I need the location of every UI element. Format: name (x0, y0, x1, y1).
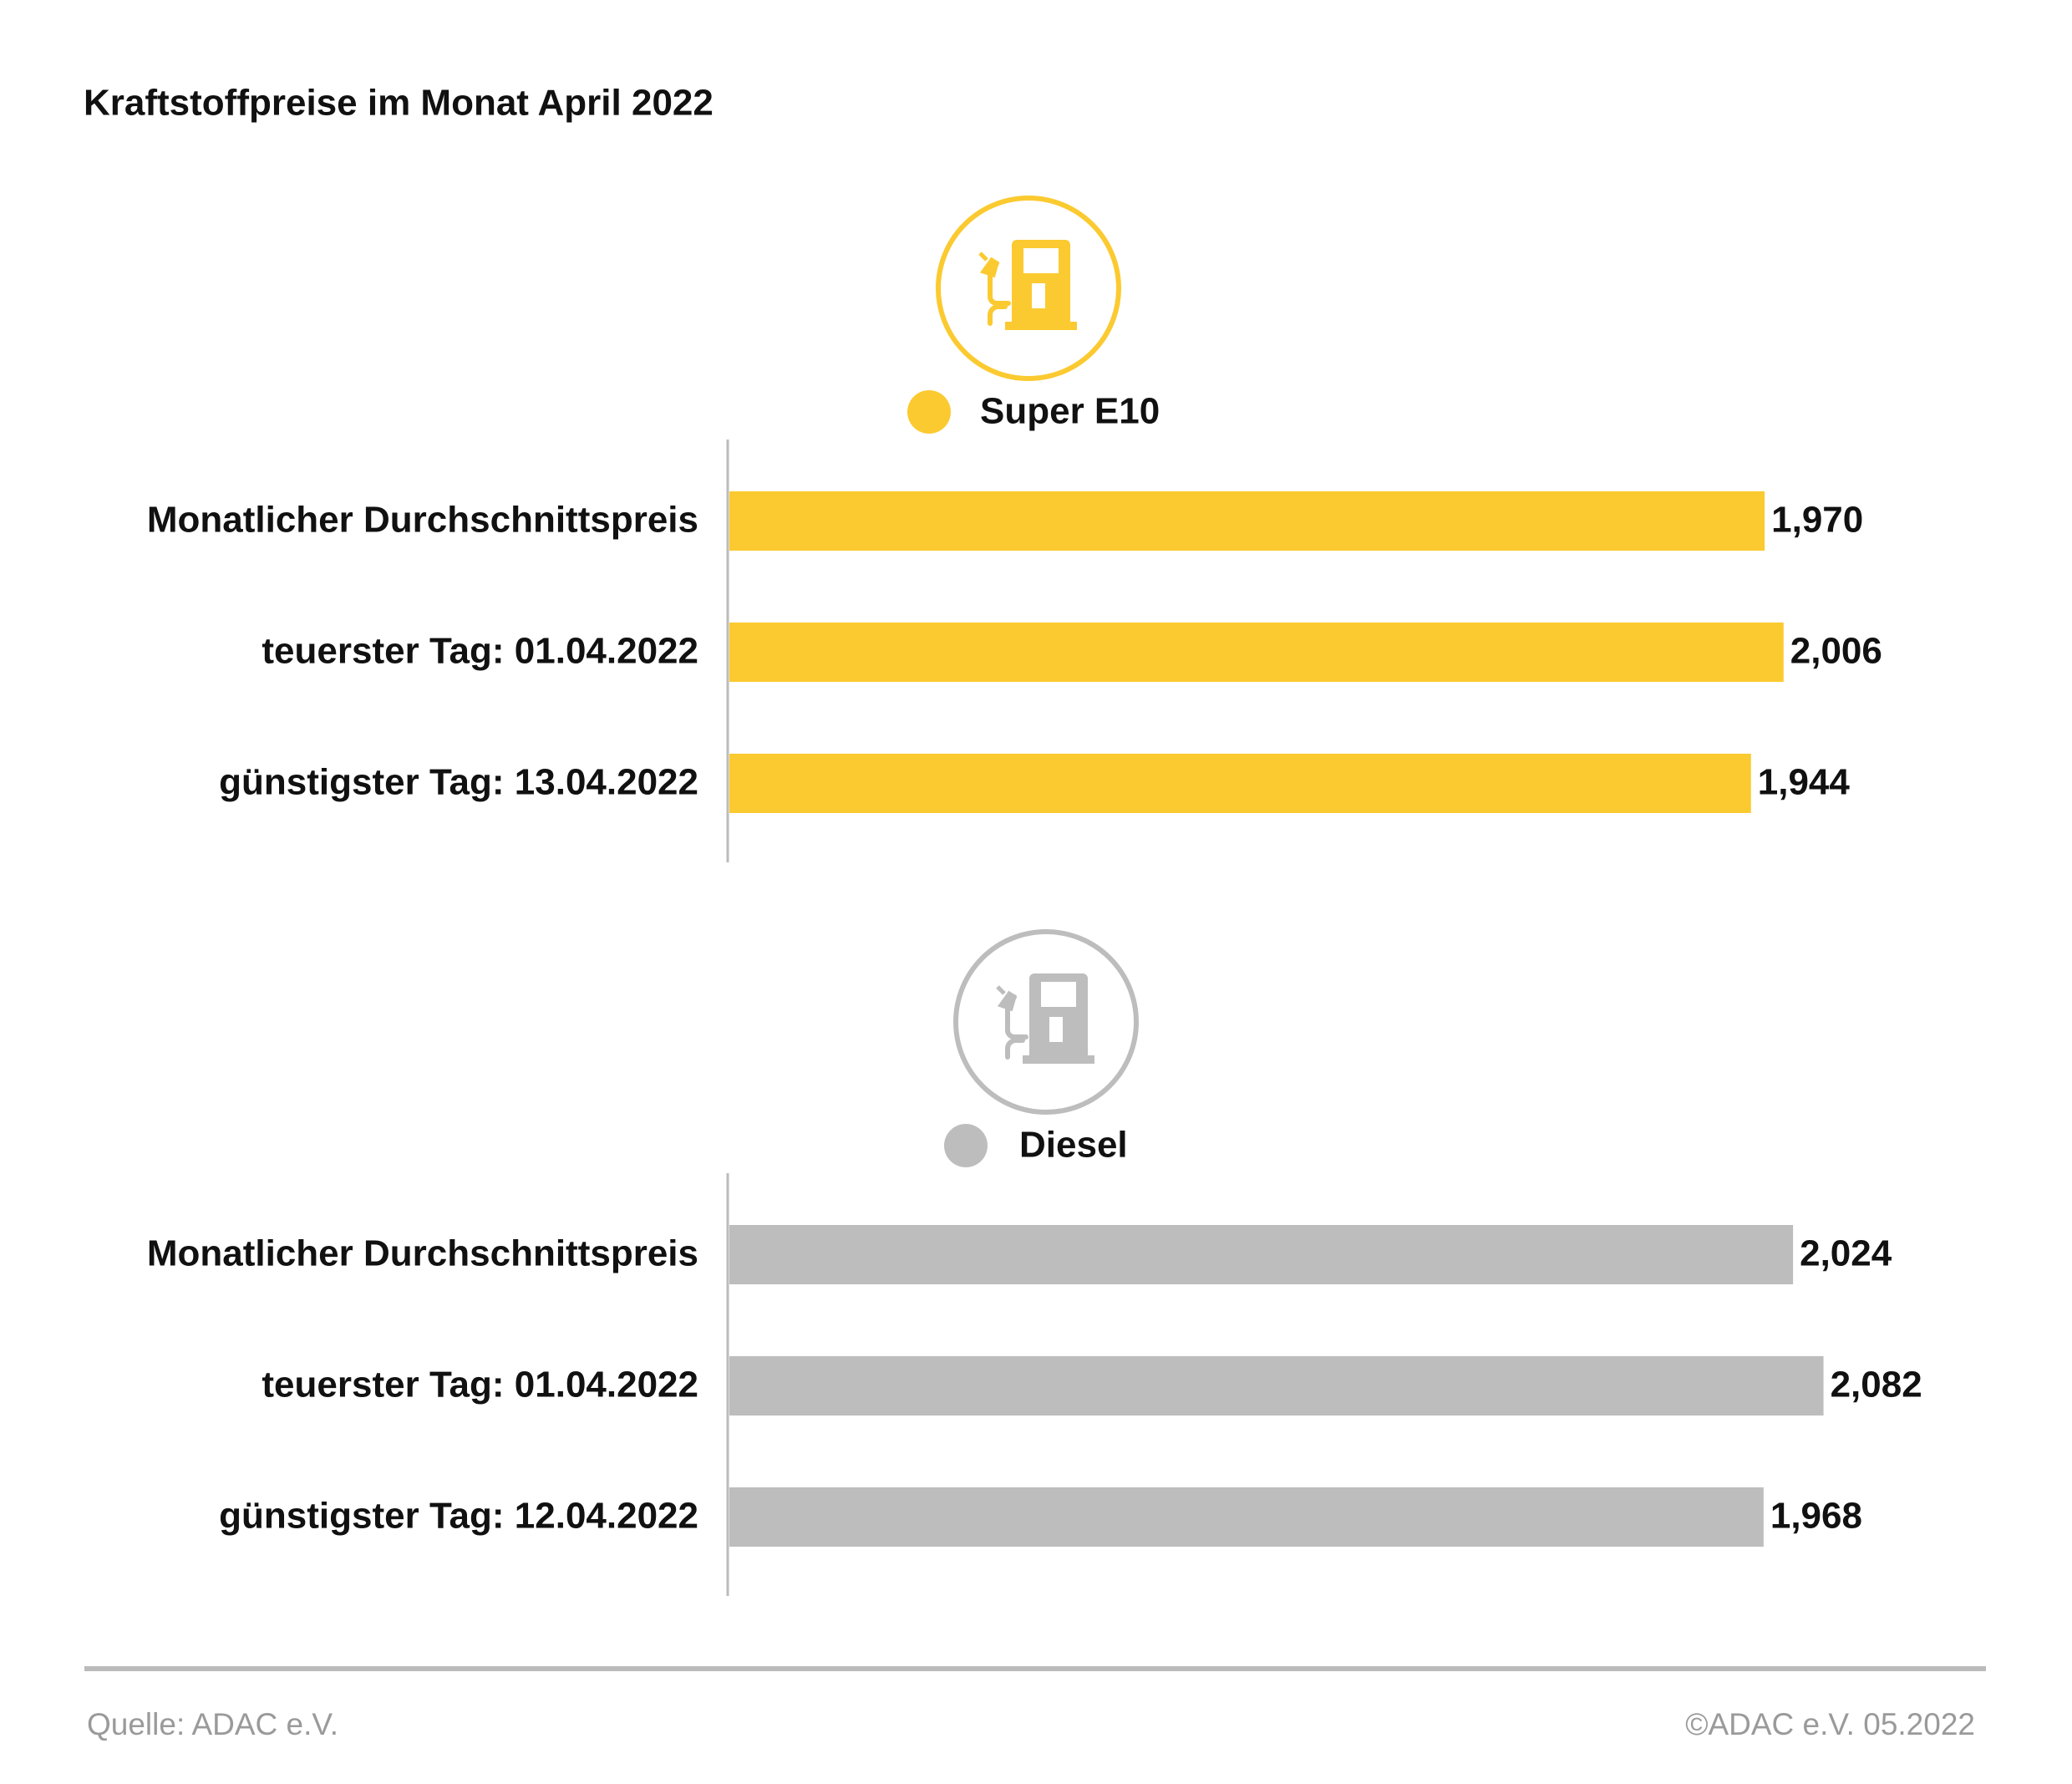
pump-body (1023, 973, 1094, 1064)
source: Quelle: ADAC e.V. (87, 1707, 338, 1741)
value-label: 1,970 (1771, 500, 1863, 541)
icon-ring (936, 196, 1121, 381)
icon-ring (953, 929, 1139, 1115)
pump-nozzle (996, 985, 1017, 1012)
bar (729, 623, 1784, 682)
bar (729, 1356, 1824, 1416)
bar (729, 754, 1751, 813)
chart-title: Kraftstoffpreise im Monat April 2022 (84, 83, 714, 124)
pump-nozzle (978, 252, 999, 278)
copyright: ©ADAC e.V. 05.2022 (1685, 1707, 1975, 1741)
legend-swatch (907, 390, 951, 434)
value-label: 2,024 (1800, 1233, 1892, 1274)
category-label: Monatlicher Durchschnittspreis (147, 1233, 698, 1274)
category-label: teuerster Tag: 01.04.2022 (262, 631, 698, 672)
bar (729, 1487, 1764, 1547)
pump-hose (1005, 994, 1028, 1060)
legend-label: Diesel (1019, 1125, 1128, 1166)
bar (729, 491, 1765, 551)
fuel-icon (936, 196, 1121, 381)
bar (729, 1225, 1794, 1284)
category-label: teuerster Tag: 01.04.2022 (262, 1365, 698, 1405)
value-label: 2,006 (1790, 631, 1882, 672)
legend-swatch (944, 1124, 988, 1167)
pump-hose (988, 261, 1011, 326)
category-label: Monatlicher Durchschnittspreis (147, 500, 698, 541)
pump-body (1005, 240, 1077, 330)
category-label: günstigster Tag: 13.04.2022 (219, 762, 698, 803)
value-label: 1,968 (1770, 1496, 1862, 1537)
value-label: 1,944 (1758, 762, 1851, 803)
legend-label: Super E10 (980, 391, 1160, 432)
value-label: 2,082 (1831, 1365, 1922, 1405)
category-label: günstigster Tag: 12.04.2022 (219, 1496, 698, 1537)
fuel-icon (953, 929, 1139, 1115)
